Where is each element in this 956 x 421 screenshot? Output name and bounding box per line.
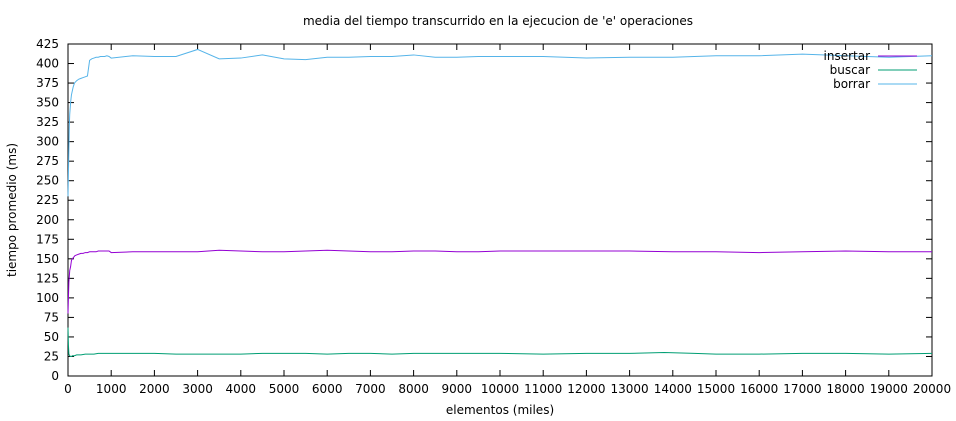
y-tick-label: 0	[51, 369, 59, 383]
x-tick-label: 8000	[398, 382, 429, 396]
x-tick-label: 2000	[139, 382, 170, 396]
x-tick-label: 0	[64, 382, 72, 396]
y-tick-label: 225	[36, 193, 59, 207]
y-tick-label: 50	[44, 330, 59, 344]
x-tick-label: 4000	[226, 382, 257, 396]
y-tick-label: 275	[36, 154, 59, 168]
x-tick-label: 11000	[524, 382, 562, 396]
y-tick-label: 200	[36, 213, 59, 227]
x-tick-label: 7000	[355, 382, 386, 396]
x-tick-label: 9000	[442, 382, 473, 396]
x-tick-label: 10000	[481, 382, 519, 396]
x-tick-label: 18000	[827, 382, 865, 396]
chart-title: media del tiempo transcurrido en la ejec…	[303, 14, 693, 28]
series-line-insertar	[67, 249, 932, 314]
y-tick-label: 400	[36, 57, 59, 71]
y-tick-label: 25	[44, 349, 59, 363]
x-tick-label: 12000	[567, 382, 605, 396]
y-tick-label: 250	[36, 174, 59, 188]
y-tick-label: 175	[36, 232, 59, 246]
y-tick-label: 125	[36, 271, 59, 285]
y-tick-label: 325	[36, 115, 59, 129]
x-tick-label: 16000	[740, 382, 778, 396]
x-tick-label: 17000	[783, 382, 821, 396]
legend-label-insertar: insertar	[824, 49, 871, 63]
x-tick-label: 19000	[870, 382, 908, 396]
x-tick-label: 14000	[654, 382, 692, 396]
series-lines	[67, 48, 933, 357]
x-tick-label: 13000	[611, 382, 649, 396]
y-axis-label: tiempo promedio (ms)	[5, 143, 19, 277]
x-tick-label: 15000	[697, 382, 735, 396]
x-tick-label: 3000	[182, 382, 213, 396]
x-axis-label: elementos (miles)	[446, 403, 554, 417]
axes: 0 1000 2000 3000 4000 5000 6000 7000 8000 9000 100…	[36, 37, 951, 396]
series-line-borrar	[67, 48, 933, 197]
x-tick-label: 5000	[269, 382, 300, 396]
y-tick-label: 375	[36, 76, 59, 90]
x-tick-label: 1000	[96, 382, 127, 396]
legend-label-buscar: buscar	[830, 63, 870, 77]
series-line-buscar	[67, 327, 933, 357]
y-tick-label: 100	[36, 291, 59, 305]
y-tick-label: 350	[36, 96, 59, 110]
legend-label-borrar: borrar	[833, 77, 870, 91]
y-tick-label: 150	[36, 252, 59, 266]
y-tick-label: 75	[44, 310, 59, 324]
plot-frame	[67, 43, 933, 377]
y-tick-label: 300	[36, 135, 59, 149]
x-tick-label: 20000	[913, 382, 951, 396]
y-tick-label: 425	[36, 37, 59, 51]
x-tick-label: 6000	[312, 382, 343, 396]
